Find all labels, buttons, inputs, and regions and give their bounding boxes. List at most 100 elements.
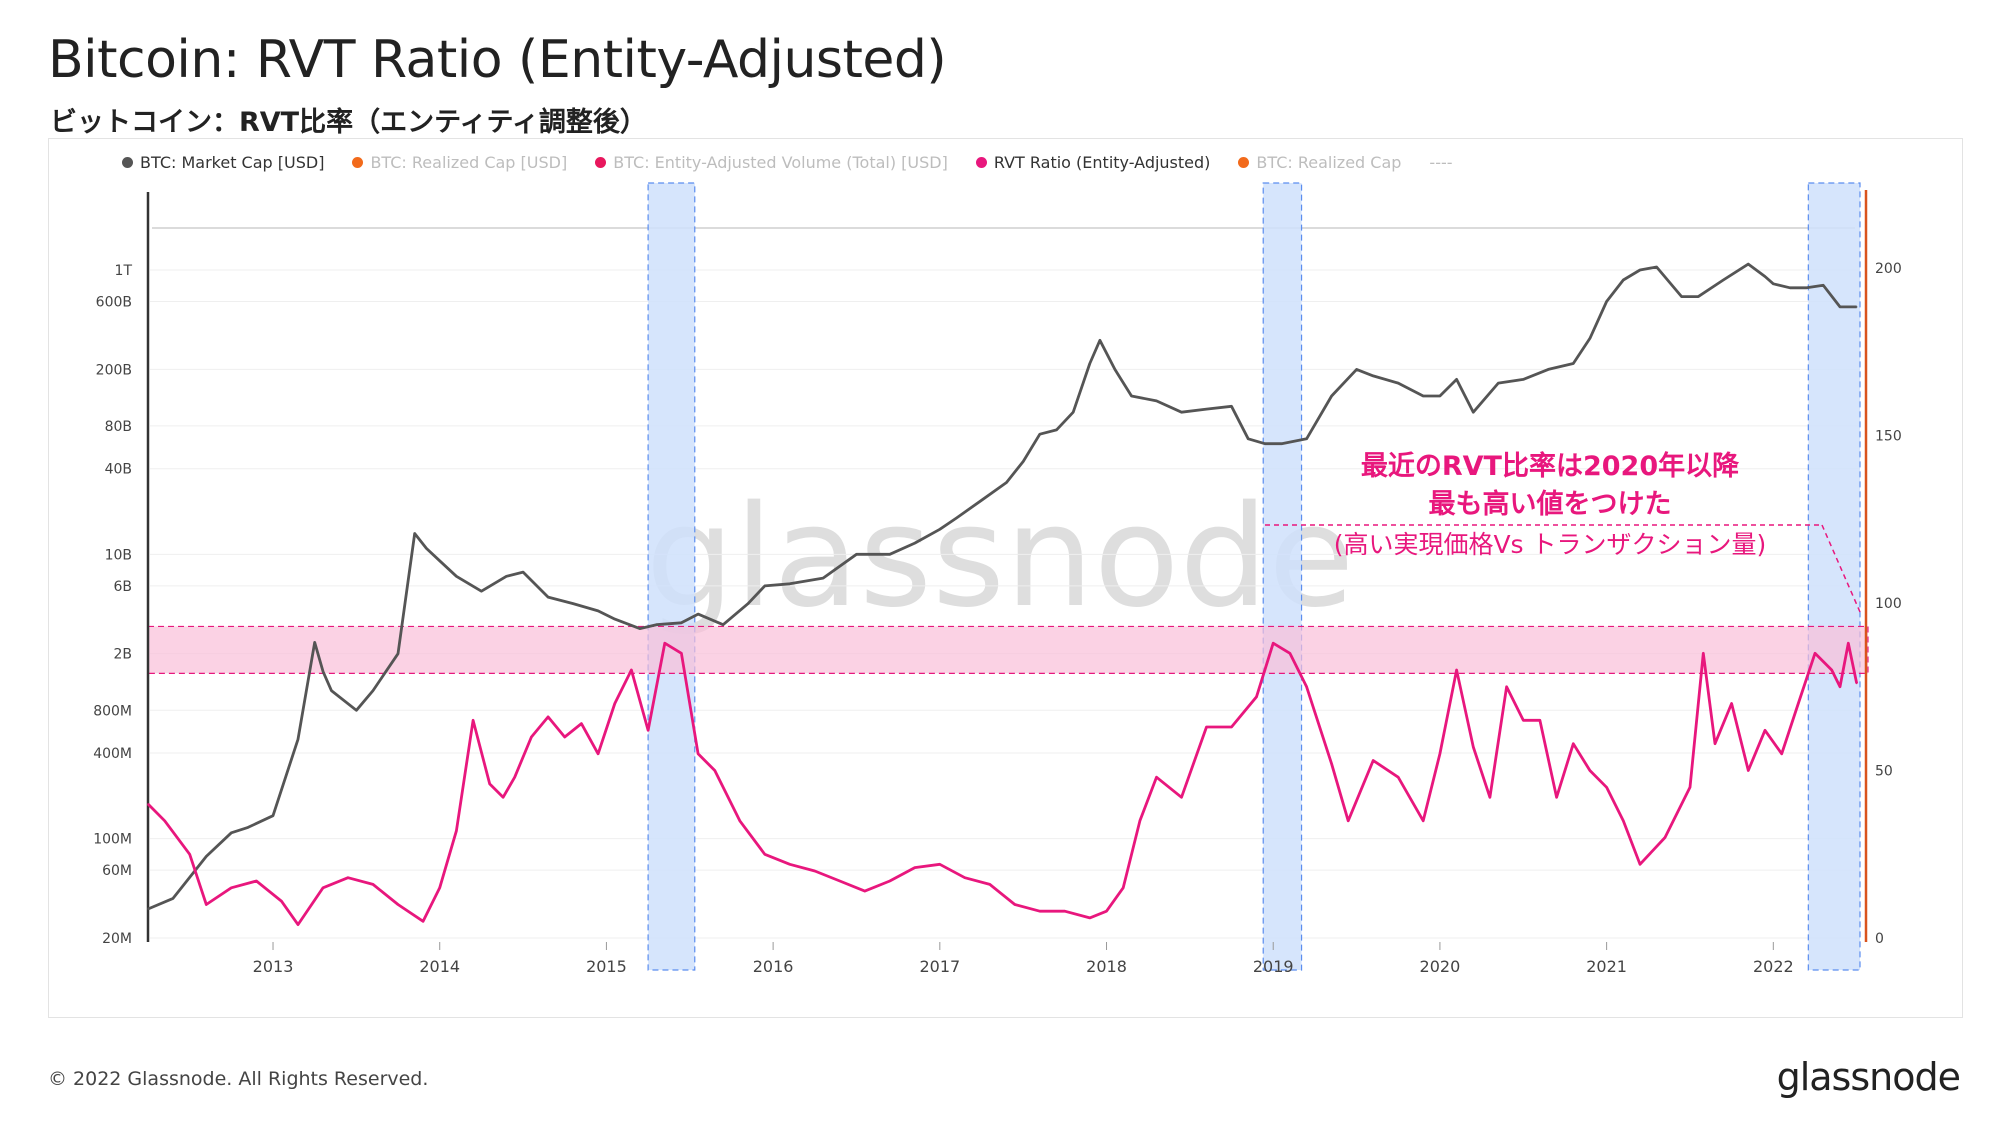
- rvt-ratio-point: [1180, 796, 1183, 799]
- rvt-ratio-point: [1289, 652, 1291, 655]
- rvt-ratio-point: [438, 886, 441, 889]
- rvt-ratio-point: [1230, 726, 1233, 728]
- rvt-ratio-point: [455, 830, 458, 832]
- market-cap-point: [1155, 400, 1158, 402]
- legend-item-realized-cap-2[interactable]: BTC: Realized Cap: [1238, 153, 1401, 172]
- market-cap-point: [572, 602, 574, 605]
- rvt-ratio-point: [939, 863, 941, 866]
- legend-dot-icon: [595, 157, 607, 168]
- rvt-ratio-point: [280, 900, 283, 902]
- rvt-ratio-point: [864, 890, 866, 892]
- market-cap-point: [547, 596, 549, 598]
- legend-item-realized-cap[interactable]: BTC: Realized Cap [USD]: [352, 153, 567, 172]
- rvt-ratio-point: [1089, 917, 1091, 919]
- rvt-highlight-band: [147, 625, 1869, 674]
- rvt-ratio-point: [230, 886, 233, 889]
- market-cap-point: [763, 585, 766, 587]
- rvt-ratio-point: [763, 853, 766, 856]
- rvt-ratio-point: [1702, 652, 1705, 655]
- market-cap-point: [372, 689, 374, 692]
- rvt-ratio-point: [147, 803, 149, 805]
- market-cap-point: [1305, 437, 1308, 440]
- market-cap-point: [1680, 295, 1683, 298]
- market-cap-point: [522, 571, 524, 573]
- legend-dot-icon: [1238, 157, 1250, 168]
- rvt-ratio-point: [1589, 769, 1591, 772]
- rvt-ratio-point: [513, 776, 516, 778]
- rvt-ratio-point: [163, 819, 166, 822]
- highlight-period: [647, 182, 696, 971]
- rvt-ratio-point: [1730, 702, 1733, 705]
- rvt-ratio-point: [788, 863, 791, 866]
- market-cap-point: [1622, 279, 1625, 281]
- rvt-ratio-point: [1689, 786, 1691, 789]
- rvt-ratio-point: [1522, 719, 1525, 722]
- market-cap-point: [1472, 411, 1475, 413]
- rvt-ratio-point: [630, 669, 633, 671]
- legend-item-market-cap[interactable]: BTC: Market Cap [USD]: [122, 153, 324, 172]
- x-tick-label: 2015: [586, 957, 627, 976]
- rvt-ratio-point: [547, 716, 549, 718]
- market-cap-point: [322, 670, 324, 673]
- market-cap-point: [597, 610, 599, 612]
- rvt-ratio-point: [1489, 796, 1491, 799]
- left-tick-label: 2B: [113, 647, 132, 663]
- rvt-ratio-point: [1714, 742, 1716, 745]
- rvt-ratio-point: [1830, 669, 1833, 671]
- chart-legend: BTC: Market Cap [USD] BTC: Realized Cap …: [122, 153, 1453, 172]
- market-cap-point: [613, 618, 616, 620]
- rvt-ratio-point: [205, 903, 208, 906]
- rvt-ratio-point: [1347, 819, 1350, 822]
- x-tick-label: 2021: [1586, 957, 1627, 976]
- market-cap-point: [1055, 429, 1058, 431]
- market-cap-point: [425, 547, 428, 550]
- rvt-ratio-point: [1639, 863, 1641, 866]
- rvt-ratio-point: [1605, 786, 1608, 789]
- market-cap-point: [1247, 437, 1250, 440]
- rvt-ratio-point: [713, 769, 716, 772]
- left-tick-label: 40B: [105, 462, 132, 478]
- market-cap-point: [1605, 300, 1608, 303]
- legend-item-entity-volume[interactable]: BTC: Entity-Adjusted Volume (Total) [USD…: [595, 153, 948, 172]
- rvt-ratio-point: [889, 880, 891, 882]
- legend-dot-icon: [122, 157, 133, 168]
- rvt-ratio-point: [1664, 836, 1666, 839]
- market-cap-point: [1180, 411, 1183, 413]
- annotation-pointer: [1821, 524, 1861, 613]
- rvt-ratio-point: [1455, 669, 1458, 671]
- x-tick-label: 2018: [1086, 957, 1127, 976]
- market-cap-point: [297, 738, 299, 741]
- x-tick-label: 2014: [419, 957, 460, 976]
- legend-label: BTC: Realized Cap [USD]: [370, 153, 568, 172]
- page-subtitle: ビットコイン：RVT比率（エンティティ調整後）: [50, 107, 647, 138]
- market-cap-point: [1789, 286, 1791, 289]
- legend-item-rvt-ratio[interactable]: RVT Ratio (Entity-Adjusted): [975, 153, 1210, 172]
- rvt-ratio-point: [989, 883, 991, 886]
- market-cap-point: [1022, 460, 1024, 463]
- rvt-ratio-point: [422, 920, 424, 923]
- market-cap-point: [1089, 362, 1091, 365]
- rvt-ratio-point: [580, 722, 583, 725]
- footer-brand-logo[interactable]: glassnode: [1776, 1055, 1961, 1099]
- rvt-ratio-point: [839, 880, 841, 882]
- market-cap-point: [1355, 368, 1358, 371]
- market-cap-point: [722, 623, 724, 626]
- rvt-ratio-point: [188, 853, 191, 856]
- legend-label: ----: [1429, 153, 1453, 172]
- market-cap-point: [1439, 395, 1441, 397]
- rvt-ratio-point: [1472, 746, 1475, 748]
- rvt-ratio-point: [255, 880, 258, 882]
- market-cap-point: [1655, 266, 1658, 268]
- rvt-ratio-point: [964, 876, 966, 879]
- market-cap-line: [147, 262, 1857, 911]
- x-tick-label: 2013: [253, 957, 294, 976]
- rvt-ratio-line: [147, 641, 1859, 926]
- x-tick-label: 2019: [1253, 957, 1294, 976]
- rvt-ratio-point: [1105, 910, 1108, 912]
- left-tick-label: 20M: [102, 931, 132, 947]
- market-cap-point: [1264, 442, 1266, 445]
- legend-item-dashes[interactable]: ----: [1429, 153, 1452, 172]
- rvt-ratio-point: [914, 866, 916, 869]
- rvt-ratio-point: [1814, 652, 1816, 655]
- legend-label: BTC: Entity-Adjusted Volume (Total) [USD…: [613, 153, 948, 172]
